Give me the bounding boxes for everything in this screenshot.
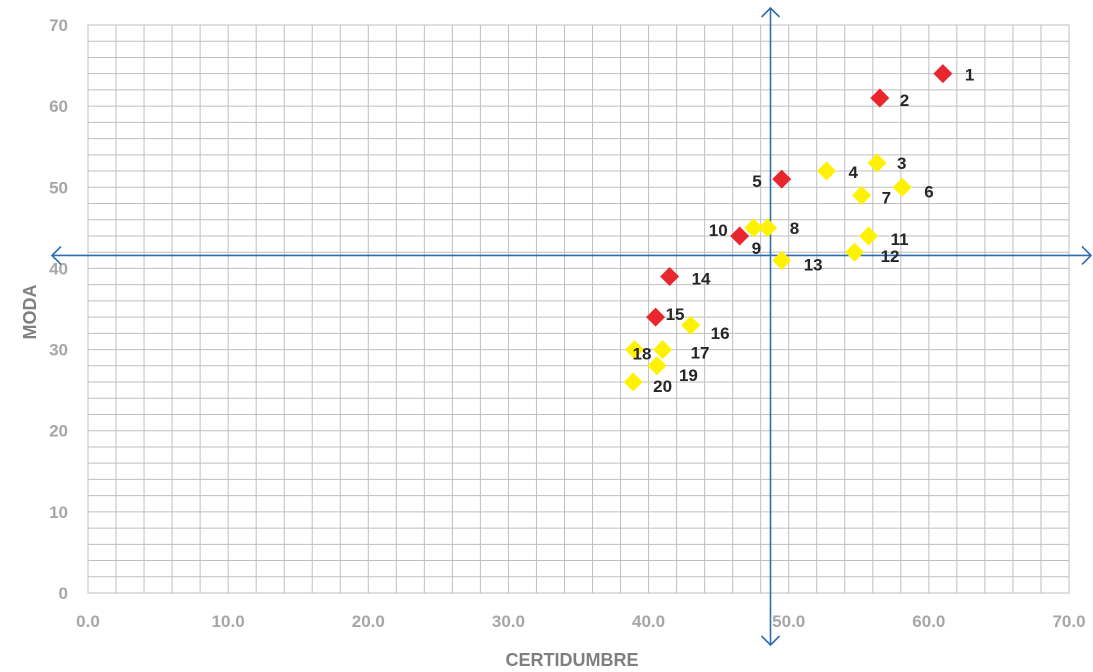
x-tick-label: 10.0 [212,612,245,631]
data-point [859,226,879,246]
y-tick-label: 70 [49,16,68,35]
data-point [758,218,778,238]
arrow-down [760,635,781,647]
data-label: 2 [900,91,909,110]
data-point [852,185,872,205]
x-tick-label: 50.0 [772,612,805,631]
data-point [730,226,750,246]
arrow-left [50,245,62,266]
data-label: 20 [653,377,672,396]
x-tick-label: 20.0 [352,612,385,631]
data-label: 16 [711,324,730,343]
x-tick-label: 70.0 [1052,612,1085,631]
data-label: 11 [891,230,909,249]
plot-grid [87,24,1070,594]
plot-frame [87,24,1070,594]
data-point [867,153,887,173]
data-point [653,340,673,360]
data-point [660,267,680,287]
data-label: 4 [849,163,859,182]
y-tick-label: 10 [49,503,68,522]
data-label: 8 [790,219,799,238]
data-point [892,177,912,197]
data-point [681,315,701,335]
data-point [870,88,890,108]
y-tick-label: 20 [49,422,68,441]
data-point [625,340,645,360]
data-label: 18 [633,345,652,364]
y-tick-label: 50 [49,178,68,197]
data-label: 5 [752,172,761,191]
data-label: 19 [679,366,698,385]
data-label: 3 [897,154,906,173]
y-tick-label: 40 [49,259,68,278]
quadrant-axes [50,6,1093,647]
data-label: 13 [804,255,823,274]
data-point [933,64,953,84]
data-points [623,64,953,392]
data-point [845,242,865,262]
arrow-up [760,6,781,18]
y-axis-ticks: 0 10 20 30 40 50 60 70 [49,16,68,603]
x-axis-ticks: 0.0 10.0 20.0 30.0 40.0 50.0 60.0 70.0 [76,612,1085,631]
data-point [647,356,667,376]
y-tick-label: 60 [49,97,68,116]
data-label: 12 [881,247,900,266]
data-point [623,372,643,392]
x-axis-title: CERTIDUMBRE [506,650,639,670]
y-tick-label: 0 [59,584,68,603]
y-axis-title: MODA [20,285,40,340]
x-tick-label: 40.0 [632,612,665,631]
data-label: 1 [965,66,974,85]
x-tick-label: 0.0 [76,612,100,631]
data-label: 15 [666,305,685,324]
data-point [772,169,792,189]
x-tick-label: 30.0 [492,612,525,631]
data-label: 14 [692,270,711,289]
data-label: 6 [924,182,933,201]
y-tick-label: 30 [49,341,68,360]
data-label: 10 [709,221,728,240]
data-point [744,218,764,238]
x-tick-label: 60.0 [912,612,945,631]
data-point [817,161,837,181]
data-label: 17 [691,344,710,363]
data-point [772,250,792,270]
data-label: 7 [882,188,891,207]
data-label: 9 [752,239,761,258]
data-point [646,307,666,327]
arrow-right [1081,245,1093,266]
